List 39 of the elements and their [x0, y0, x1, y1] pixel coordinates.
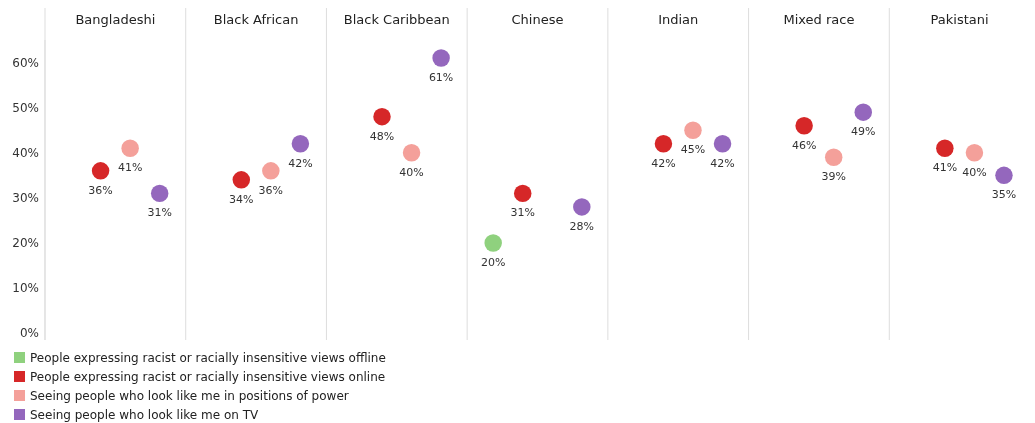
data-label: 42%	[710, 156, 735, 170]
y-tick-label: 50%	[12, 100, 39, 115]
x-tick-label: Black Caribbean	[343, 12, 450, 27]
data-label: 45%	[680, 143, 706, 157]
data-label: 40%	[399, 165, 424, 179]
data-label: 46%	[791, 138, 817, 152]
data-label: 40%	[962, 165, 987, 179]
y-tick-label: 20%	[12, 236, 39, 251]
data-label: 34%	[229, 192, 254, 206]
x-tick-label: Mixed race	[783, 12, 855, 27]
data-label: 36%	[258, 183, 284, 197]
data-label: 31%	[510, 206, 535, 220]
data-label: 42%	[288, 156, 313, 170]
legend-label: People expressing racist or racially insensitive views offline	[30, 351, 386, 365]
data-label: 39%	[821, 170, 846, 184]
y-tick-label: 40%	[12, 145, 39, 160]
legend-label: People expressing racist or racially insensitive views online	[30, 370, 386, 384]
x-tick-label: Indian	[658, 12, 699, 27]
data-label: 48%	[369, 129, 395, 143]
data-label: 49%	[851, 125, 876, 139]
data-label: 42%	[651, 156, 676, 170]
data-label: 31%	[147, 206, 172, 220]
y-tick-label: 0%	[19, 326, 39, 341]
legend-label: Seeing people who look like me on TV	[30, 408, 259, 422]
x-tick-label: Chinese	[511, 12, 564, 27]
x-tick-label: Bangladeshi	[75, 12, 156, 27]
legend-label: Seeing people who look like me in positions of power	[30, 389, 349, 403]
data-label: 36%	[88, 183, 113, 197]
data-label: 20%	[480, 256, 506, 270]
x-tick-label: Pakistani	[930, 12, 989, 27]
data-label: 28%	[569, 219, 595, 233]
y-tick-label: 10%	[12, 281, 39, 296]
data-label: 41%	[117, 161, 143, 175]
x-tick-label: Black African	[213, 12, 299, 27]
data-label: 41%	[932, 161, 958, 175]
y-tick-label: 30%	[12, 190, 39, 205]
data-label: 35%	[991, 188, 1017, 202]
data-label: 61%	[428, 71, 454, 85]
y-tick-label: 60%	[12, 55, 39, 70]
